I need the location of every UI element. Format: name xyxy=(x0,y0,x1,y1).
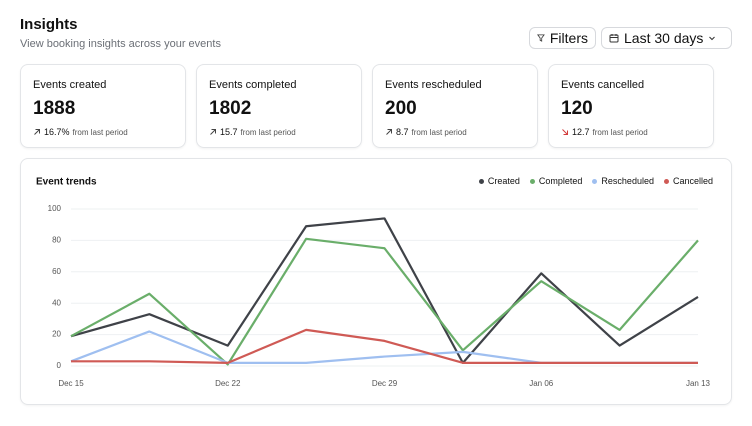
stat-change: 8.7 from last period xyxy=(385,127,467,137)
stat-label: Events created xyxy=(33,79,107,91)
y-tick-label: 100 xyxy=(48,204,62,213)
chart-title: Event trends xyxy=(36,177,97,188)
y-tick-label: 80 xyxy=(52,236,61,245)
change-value: 15.7 xyxy=(220,127,238,137)
stat-value: 1888 xyxy=(33,98,76,119)
stat-value: 200 xyxy=(385,98,417,119)
trend-icon xyxy=(562,129,568,135)
stat-card: Events completed 1802 15.7 from last period xyxy=(196,64,362,148)
filters-button[interactable]: Filters xyxy=(529,27,596,49)
y-tick-label: 40 xyxy=(52,298,61,307)
legend-item: Created xyxy=(478,176,520,186)
legend-label: Cancelled xyxy=(672,176,713,186)
change-note: from last period xyxy=(72,127,128,137)
change-note: from last period xyxy=(411,127,467,137)
page-subtitle: View booking insights across your events xyxy=(20,38,221,50)
legend-item: Cancelled xyxy=(663,176,713,186)
range-label: Last 30 days xyxy=(624,30,704,46)
legend-swatch xyxy=(529,178,535,184)
chart-card: Event trends 0 20 40 60 80 100 Dec 15 Dec 22 Dec… xyxy=(20,158,732,405)
filter-icon xyxy=(537,34,545,42)
trend-icon xyxy=(210,129,216,135)
change-note: from last period xyxy=(592,127,648,137)
stat-change: 15.7 from last period xyxy=(209,127,296,137)
stat-card: Events created 1888 16.7% from last period xyxy=(20,64,186,148)
stat-change: 16.7% from last period xyxy=(33,127,128,137)
change-value: 16.7% xyxy=(44,127,70,137)
filters-label: Filters xyxy=(549,30,588,46)
series-line xyxy=(70,237,699,366)
series-line xyxy=(70,330,698,364)
legend-label: Completed xyxy=(538,176,583,186)
page-title: Insights xyxy=(20,16,78,33)
x-tick-label: Dec 15 xyxy=(58,379,84,388)
range-button[interactable]: Last 30 days xyxy=(601,27,732,49)
y-tick-label: 60 xyxy=(52,267,61,276)
trend-arrow xyxy=(210,129,216,135)
trend-icon xyxy=(386,129,392,135)
y-tick-label: 0 xyxy=(57,361,62,370)
legend-item: Completed xyxy=(529,176,583,186)
stat-card: Events rescheduled 200 8.7 from last period xyxy=(372,64,538,148)
stat-label: Events completed xyxy=(209,79,297,91)
legend-label: Rescheduled xyxy=(601,176,654,186)
legend-swatch xyxy=(592,178,598,184)
trend-icon xyxy=(34,129,40,135)
legend-swatch xyxy=(478,178,484,184)
series-line xyxy=(70,217,699,364)
stat-value: 120 xyxy=(561,98,593,119)
calendar-icon xyxy=(609,34,619,43)
trend-arrow xyxy=(562,129,568,135)
change-note: from last period xyxy=(240,127,296,137)
change-value: 12.7 xyxy=(572,127,590,137)
stat-change: 12.7 from last period xyxy=(561,127,648,137)
chart: Event trends 0 20 40 60 80 100 Dec 15 Dec 22 Dec… xyxy=(36,177,711,388)
trend-arrow xyxy=(34,129,40,135)
x-tick-label: Dec 29 xyxy=(372,379,398,388)
stat-label: Events cancelled xyxy=(561,79,645,91)
x-tick-label: Jan 06 xyxy=(529,379,554,388)
stat-value: 1802 xyxy=(209,98,252,119)
chevron-icon xyxy=(709,36,716,41)
trend-arrow xyxy=(386,129,392,135)
legend-label: Created xyxy=(487,176,520,186)
x-tick-label: Jan 13 xyxy=(686,379,711,388)
legend-swatch xyxy=(663,178,669,184)
series-line xyxy=(71,328,698,364)
legend: Created Completed Rescheduled Cancelled xyxy=(478,176,713,186)
change-value: 8.7 xyxy=(396,127,409,137)
stat-card: Events cancelled 120 12.7 from last period xyxy=(548,64,714,148)
legend-item: Rescheduled xyxy=(592,176,654,186)
x-tick-label: Dec 22 xyxy=(215,379,241,388)
y-tick-label: 20 xyxy=(52,330,61,339)
stat-label: Events rescheduled xyxy=(385,79,482,91)
